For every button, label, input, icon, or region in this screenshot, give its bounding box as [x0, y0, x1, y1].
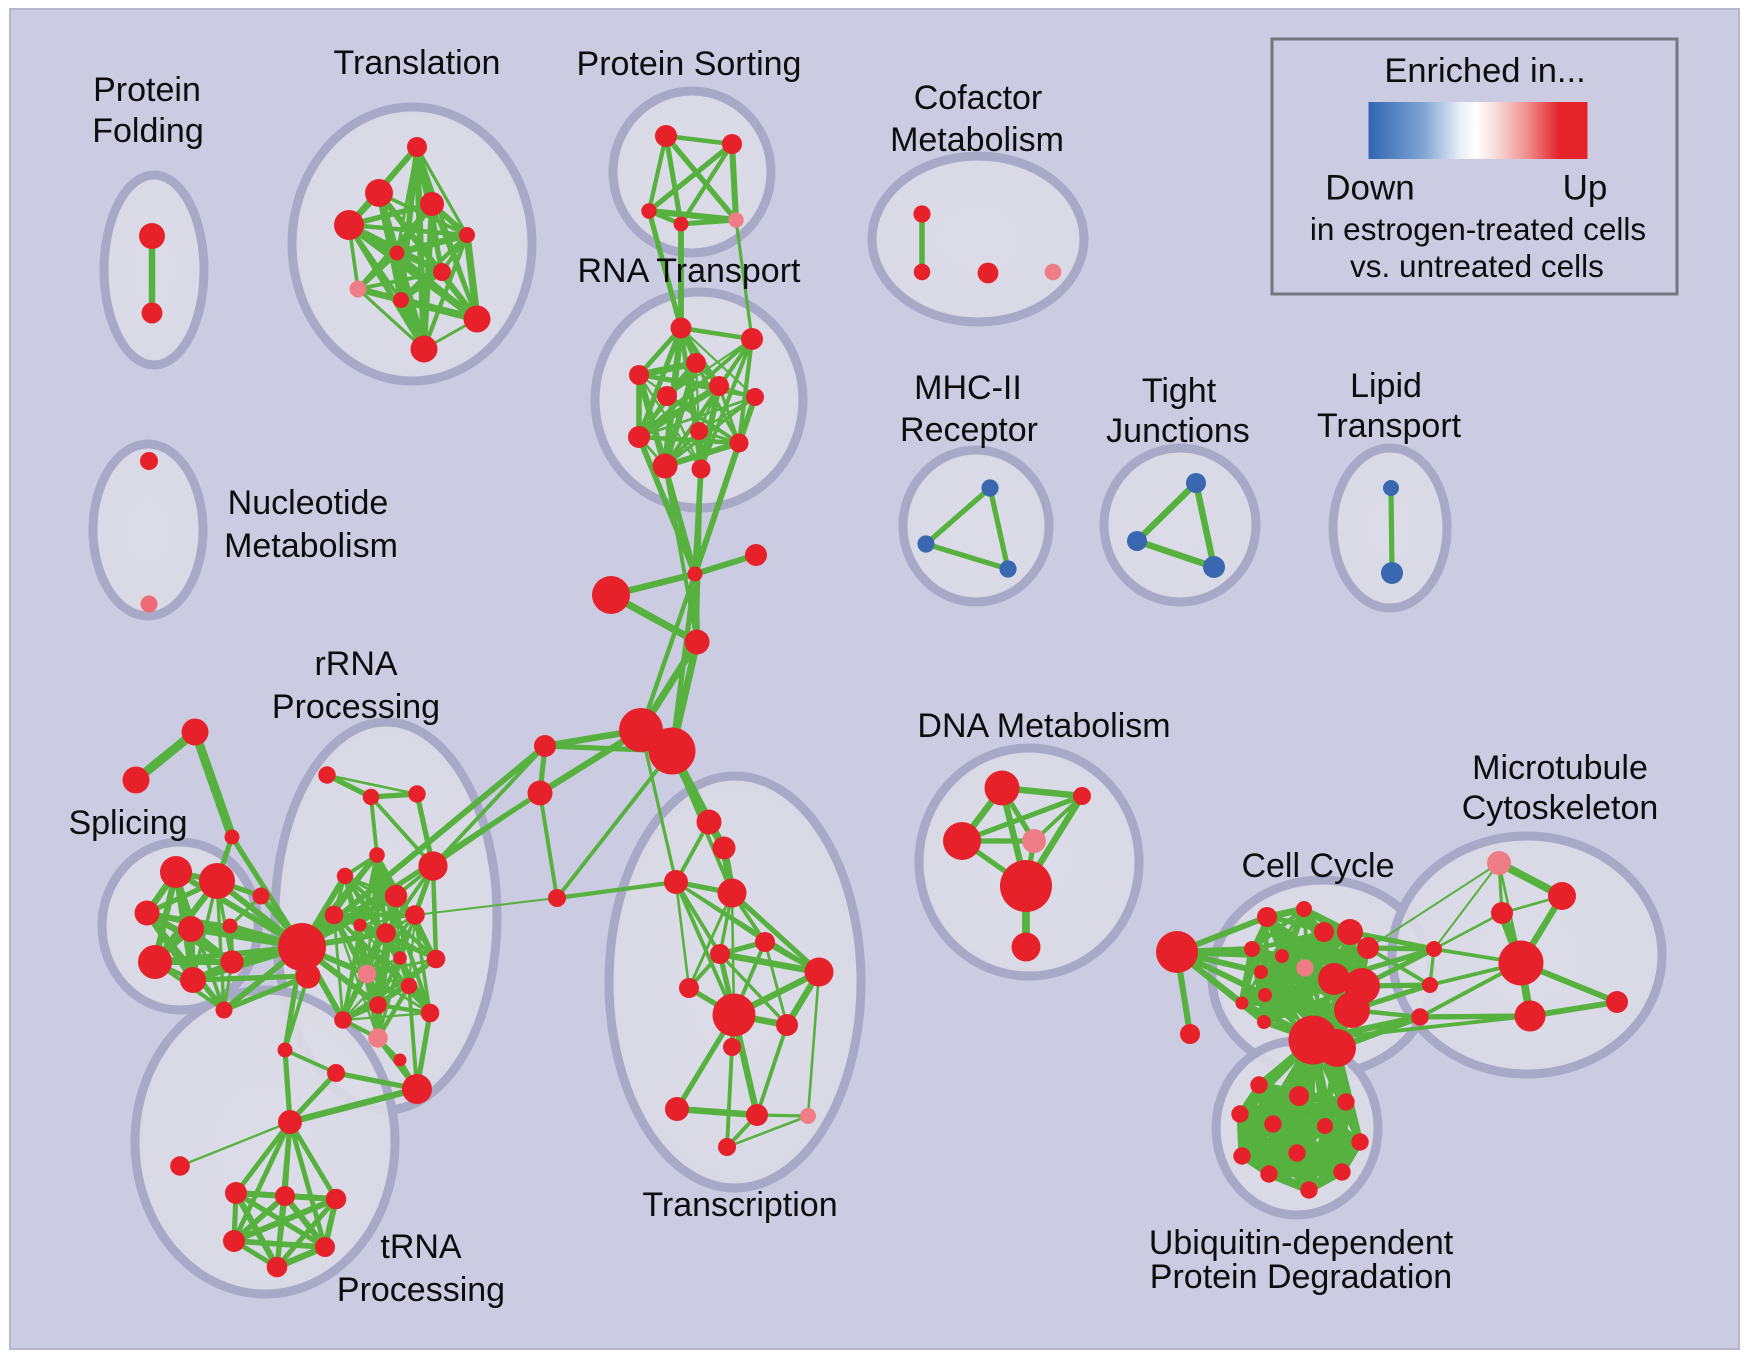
svg-text:Cofactor: Cofactor: [914, 79, 1043, 117]
svg-text:Translation: Translation: [334, 44, 501, 82]
svg-text:Metabolism: Metabolism: [890, 121, 1064, 159]
svg-text:Junctions: Junctions: [1106, 412, 1250, 450]
svg-text:Tight: Tight: [1142, 372, 1217, 410]
svg-text:Receptor: Receptor: [900, 411, 1038, 449]
svg-text:Nucleotide: Nucleotide: [228, 484, 389, 522]
svg-text:RNA Transport: RNA Transport: [578, 252, 802, 290]
svg-text:Cytoskeleton: Cytoskeleton: [1462, 789, 1659, 827]
svg-text:DNA Metabolism: DNA Metabolism: [917, 707, 1170, 745]
svg-text:Ubiquitin-dependent: Ubiquitin-dependent: [1149, 1224, 1454, 1262]
svg-text:rRNA: rRNA: [314, 645, 397, 683]
svg-text:Cell Cycle: Cell Cycle: [1241, 847, 1394, 885]
svg-text:Enriched in...: Enriched in...: [1384, 52, 1585, 90]
svg-text:vs. untreated cells: vs. untreated cells: [1350, 248, 1604, 284]
svg-text:Processing: Processing: [272, 688, 440, 726]
svg-text:Microtubule: Microtubule: [1472, 749, 1648, 787]
svg-text:Splicing: Splicing: [68, 804, 187, 842]
svg-text:Down: Down: [1325, 169, 1414, 208]
svg-text:Up: Up: [1563, 169, 1608, 208]
svg-text:tRNA: tRNA: [380, 1228, 462, 1266]
svg-text:Processing: Processing: [337, 1271, 505, 1309]
svg-text:Transcription: Transcription: [642, 1186, 837, 1224]
svg-text:Transport: Transport: [1317, 407, 1462, 445]
svg-text:Protein: Protein: [93, 71, 201, 109]
svg-text:in estrogen-treated cells: in estrogen-treated cells: [1310, 211, 1646, 247]
svg-text:Metabolism: Metabolism: [224, 527, 398, 565]
svg-text:Protein Sorting: Protein Sorting: [577, 45, 802, 83]
svg-text:MHC-II: MHC-II: [914, 369, 1022, 407]
svg-text:Protein Degradation: Protein Degradation: [1150, 1258, 1452, 1296]
svg-text:Folding: Folding: [92, 112, 204, 150]
svg-text:Lipid: Lipid: [1350, 367, 1422, 405]
